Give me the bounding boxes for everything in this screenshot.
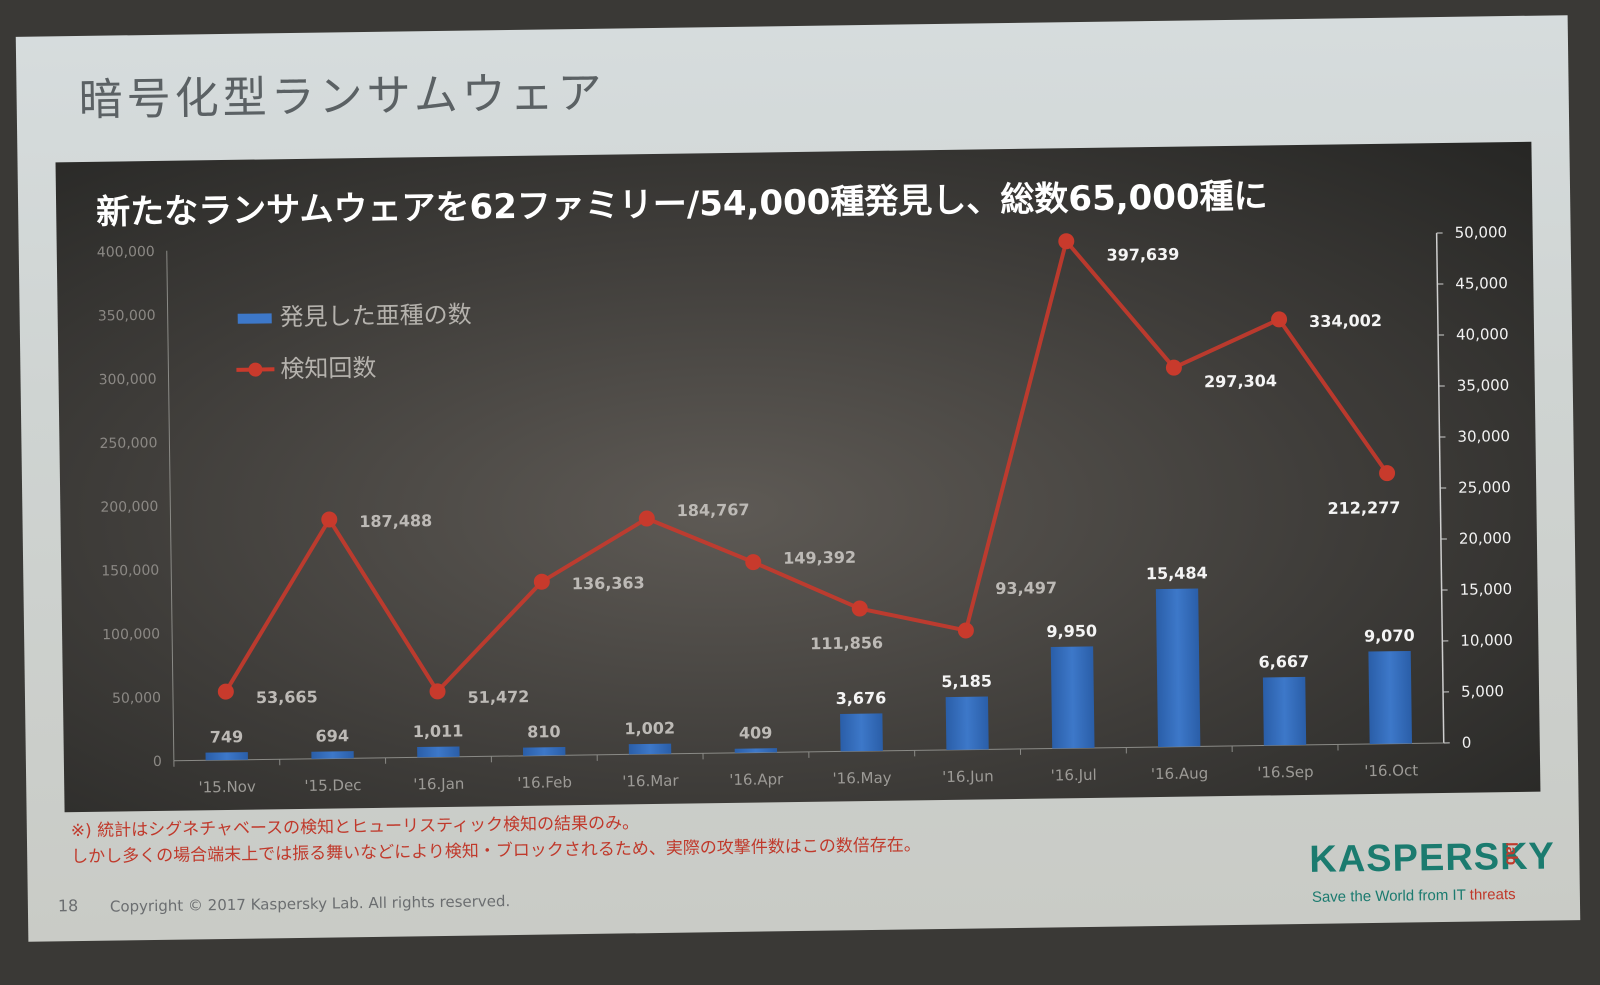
line-value-label: 397,639 <box>1106 245 1179 265</box>
left-axis-tick-label: 100,000 <box>102 626 160 643</box>
left-axis-tick-label: 350,000 <box>98 308 156 325</box>
right-axis-tick-label: 20,000 <box>1459 529 1512 548</box>
chart-title: 新たなランサムウェアを62ファミリー/54,000種発見し、総数65,000種に <box>96 176 1268 232</box>
logo-lab: lab <box>1502 841 1520 866</box>
right-axis-tick-label: 35,000 <box>1457 376 1510 395</box>
x-axis-tick-label: '15.Nov <box>198 778 256 797</box>
left-axis-tick-label: 50,000 <box>112 690 161 707</box>
x-axis-tick-label: '15.Dec <box>304 776 361 795</box>
bar-value-label: 694 <box>315 726 349 745</box>
bar <box>1155 588 1201 747</box>
line-value-label: 184,767 <box>677 500 750 520</box>
bar <box>1368 650 1413 745</box>
bar-value-label: 5,185 <box>941 671 992 691</box>
copyright: Copyright © 2017 Kaspersky Lab. All righ… <box>109 892 511 916</box>
slide-title: 暗号化型ランサムウェア <box>78 67 607 127</box>
x-axis-tick-label: '16.Apr <box>729 770 784 789</box>
bar-value-label: 6,667 <box>1258 652 1309 672</box>
left-axis-tick-label: 250,000 <box>99 435 157 452</box>
bar <box>840 713 883 752</box>
page-number: 18 <box>57 896 79 916</box>
line-value-label: 149,392 <box>783 548 856 568</box>
left-axis-tick-label: 150,000 <box>101 563 159 580</box>
line-value-label: 297,304 <box>1204 371 1277 391</box>
logo-tagline-accent: threats <box>1469 886 1516 904</box>
line-point <box>1271 311 1288 328</box>
line-value-label: 93,497 <box>995 578 1057 598</box>
legend-bar-label: 発見した亜種の数 <box>280 301 472 332</box>
bar-value-label: 9,950 <box>1046 621 1097 641</box>
x-axis-tick-label: '16.Jan <box>413 775 464 794</box>
line-point <box>1058 233 1075 250</box>
x-axis-tick-label: '16.Sep <box>1257 763 1313 782</box>
legend-line-marker <box>248 362 263 377</box>
line-value-label: 187,488 <box>359 511 432 531</box>
footnote: ※) 統計はシグネチャベースの検知とヒューリスティック検知の結果のみ。 しかし多… <box>71 806 921 870</box>
left-axis-tick-label: 200,000 <box>100 499 158 516</box>
right-axis-tick-label: 40,000 <box>1456 325 1509 344</box>
x-axis-tick-label: '16.Jul <box>1051 766 1097 785</box>
line-value-label: 53,665 <box>256 687 318 707</box>
line-point <box>429 683 446 700</box>
line-point <box>638 510 655 527</box>
left-axis-tick-label: 400,000 <box>97 244 155 261</box>
bar <box>1262 676 1307 746</box>
detection-line <box>224 239 1389 694</box>
bar-value-label: 1,011 <box>413 721 464 741</box>
bar-value-label: 1,002 <box>624 719 675 739</box>
chart: 新たなランサムウェアを62ファミリー/54,000種発見し、総数65,000種に… <box>96 176 1513 797</box>
line-point <box>851 600 868 617</box>
left-axis-tick-label: 300,000 <box>99 371 157 388</box>
bar <box>945 696 989 750</box>
right-axis-tick-label: 15,000 <box>1459 580 1512 599</box>
bar-value-label: 15,484 <box>1146 563 1208 583</box>
slide: 暗号化型ランサムウェア 新たなランサムウェアを62ファミリー/54,000種発見… <box>15 15 1581 942</box>
x-axis-tick-label: '16.Oct <box>1364 761 1418 780</box>
line-point <box>321 511 338 528</box>
line-value-label: 111,856 <box>810 633 883 653</box>
right-axis-tick-label: 0 <box>1462 734 1472 752</box>
x-axis-tick-label: '16.Mar <box>622 772 679 791</box>
line-value-label: 212,277 <box>1327 498 1400 518</box>
line-value-label: 334,002 <box>1309 311 1382 331</box>
x-axis-tick-label: '16.Jun <box>942 767 994 786</box>
line-value-label: 51,472 <box>467 687 529 707</box>
right-axis-tick-label: 10,000 <box>1460 631 1513 650</box>
bar <box>417 746 460 758</box>
right-axis-tick-label: 30,000 <box>1457 427 1510 446</box>
line-point <box>533 573 550 590</box>
bar <box>1050 646 1095 749</box>
chart-panel: 新たなランサムウェアを62ファミリー/54,000種発見し、総数65,000種に… <box>55 141 1541 813</box>
bar <box>628 743 672 755</box>
bar-value-label: 409 <box>739 723 773 742</box>
line-point <box>745 554 762 571</box>
line-point <box>1165 359 1182 376</box>
left-axis-line <box>166 250 175 761</box>
bar-value-label: 749 <box>210 727 244 746</box>
right-axis-tick-label: 45,000 <box>1455 274 1508 293</box>
line-point <box>957 622 974 639</box>
x-axis-tick-label: '16.Feb <box>517 773 572 792</box>
bar-value-label: 3,676 <box>836 688 887 708</box>
right-axis-tick-label: 25,000 <box>1458 478 1511 497</box>
legend-bar-swatch <box>237 313 272 324</box>
kaspersky-logo: KASPERSKY lab Save the World from IT thr… <box>1309 835 1555 919</box>
bar <box>734 748 778 753</box>
right-axis-tick-label: 50,000 <box>1455 223 1508 242</box>
logo-tagline: Save the World from IT threats <box>1312 886 1516 906</box>
line-point <box>217 683 234 700</box>
bar <box>311 751 354 759</box>
line-value-label: 136,363 <box>572 573 645 593</box>
line-point <box>1379 465 1396 482</box>
logo-tagline-main: Save the World from IT <box>1311 886 1470 906</box>
bar <box>522 747 566 756</box>
bar-value-label: 9,070 <box>1364 626 1415 646</box>
legend-line-label: 検知回数 <box>280 354 376 383</box>
x-axis-tick-label: '16.May <box>832 769 891 788</box>
left-axis-tick-label: 0 <box>153 754 162 770</box>
right-axis-tick-label: 5,000 <box>1461 682 1504 701</box>
x-axis-tick-label: '16.Aug <box>1151 764 1209 783</box>
bar-value-label: 810 <box>527 722 561 741</box>
bar <box>205 752 248 761</box>
